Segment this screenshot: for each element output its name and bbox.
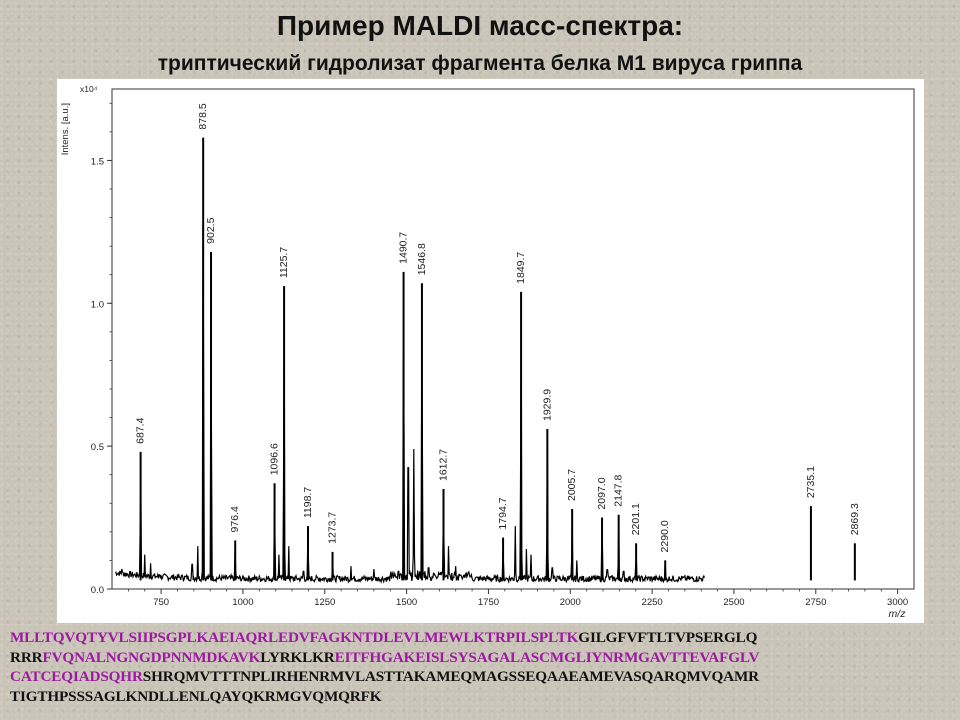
sequence-segment-covered: MLLTQVQTYVLSIIPSGPLKAEIAQRLEDVFAGKNTDLEV…: [10, 629, 579, 646]
sequence-segment-covered: FVQNALNGNGDPNNMDKAVK: [42, 648, 261, 666]
peak-label: 2869.3: [849, 503, 861, 535]
peak-label: 1490.7: [398, 232, 410, 264]
peak-label: 2290.0: [659, 520, 671, 552]
peak-label: 1198.7: [302, 487, 314, 518]
spectrum-chart-panel: 0.0 0.5 1.0 1.5 750 1000 1250 1500 1750 2000 2250 2…: [57, 79, 924, 623]
peak-label: 2735.1: [805, 466, 817, 498]
peak-label: 1849.7: [515, 252, 527, 284]
x-tick-label: 2500: [723, 597, 744, 608]
x-tick-label: 750: [153, 597, 169, 608]
sequence-segment: GILGFVFTLTVPSERGLQ: [578, 629, 758, 646]
sequence-segment-covered: CATCEQIADSQHR: [10, 668, 143, 685]
sequence-segment-covered: EITFHGAKEISLSYSAGALASCMGLIYNRMGAVTTEVAFG…: [334, 648, 760, 666]
peak-label: 1794.7: [497, 497, 509, 529]
x-tick-label: 2000: [560, 597, 581, 608]
y-tick-label: 1.0: [91, 299, 104, 310]
slide-subtitle: триптический гидролизат фрагмента белка …: [157, 52, 803, 75]
peak-label: 1612.7: [438, 449, 450, 481]
y-tick-label: 0.5: [91, 442, 104, 453]
peak-label: 1929.9: [541, 389, 553, 421]
slide-title: Пример MALDI масс-спектра:: [276, 10, 684, 41]
x-tick-label: 1500: [396, 597, 417, 608]
peak-label: 1096.6: [269, 443, 281, 475]
peak-label: 2097.0: [596, 477, 608, 509]
peak-label: 2005.7: [566, 469, 578, 501]
mass-spectrum-chart: 0.0 0.5 1.0 1.5 750 1000 1250 1500 1750 2000 2250 2…: [60, 84, 915, 620]
peak-label: 902.5: [205, 217, 217, 243]
peak-label: 976.4: [229, 506, 241, 532]
sequence-line: MLLTQVQTYVLSIIPSGPLKAEIAQRLEDVFAGKNTDLEV…: [10, 628, 955, 648]
x-tick-label: 2250: [642, 597, 663, 608]
y-axis-label: Intens. [a.u.]: [60, 103, 71, 155]
peak-label: 2147.8: [613, 474, 625, 506]
y-tick-label: 0.0: [91, 585, 104, 596]
x-tick-label: 2750: [805, 597, 826, 608]
sequence-line: RRRFVQNALNGNGDPNNMDKAVKLYRKLKREITFHGAKEI…: [10, 648, 955, 668]
sequence-line: TIGTHPSSSAGLKNDLLENLQAYQKRMGVQMQRFK: [10, 687, 955, 707]
peak-label: 1125.7: [278, 247, 290, 278]
x-tick-label: 3000: [887, 597, 908, 608]
protein-sequence: MLLTQVQTYVLSIIPSGPLKAEIAQRLEDVFAGKNTDLEV…: [10, 628, 955, 706]
sequence-segment: LYRKLKR: [260, 648, 335, 666]
peak-label: 878.5: [197, 103, 209, 129]
peak-label: 1273.7: [327, 512, 339, 544]
x-tick-label: 1750: [478, 597, 499, 608]
sequence-segment: SHRQMVTTTNPLIRHENRMVLASTTAKAMEQMAGSSEQAA…: [142, 668, 759, 685]
x-tick-label: 1250: [314, 597, 335, 608]
sequence-segment: RRR: [10, 648, 43, 666]
plot-frame: [111, 88, 915, 590]
sequence-line: CATCEQIADSQHRSHRQMVTTTNPLIRHENRMVLASTTAK…: [10, 667, 955, 687]
spectrum-trace: [114, 224, 706, 584]
sequence-segment: TIGTHPSSSAGLKNDLLENLQAYQKRMGVQMQRFK: [10, 687, 382, 705]
y-multiplier-label: x10⁴: [80, 84, 98, 94]
peak-label: 687.4: [135, 417, 147, 443]
y-tick-label: 1.5: [91, 156, 104, 167]
x-axis-label: m/z: [889, 608, 907, 620]
peak-label: 2201.1: [630, 503, 642, 535]
peak-label: 1546.8: [416, 243, 428, 275]
x-tick-label: 1000: [232, 597, 253, 608]
